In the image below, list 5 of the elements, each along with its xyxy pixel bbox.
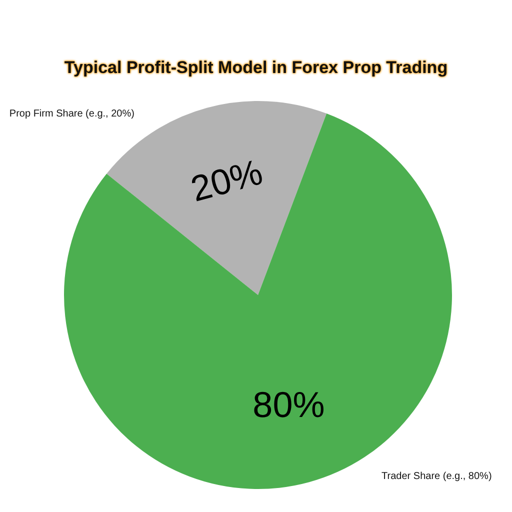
slice-label: Trader Share (e.g., 80%): [382, 470, 492, 482]
data-label: 80%: [252, 384, 325, 426]
slice-label: Prop Firm Share (e.g., 20%): [9, 108, 134, 120]
data-label: 20%: [186, 150, 267, 210]
chart-title: Typical Profit-Split Model in Forex Prop Trading: [63, 57, 449, 79]
